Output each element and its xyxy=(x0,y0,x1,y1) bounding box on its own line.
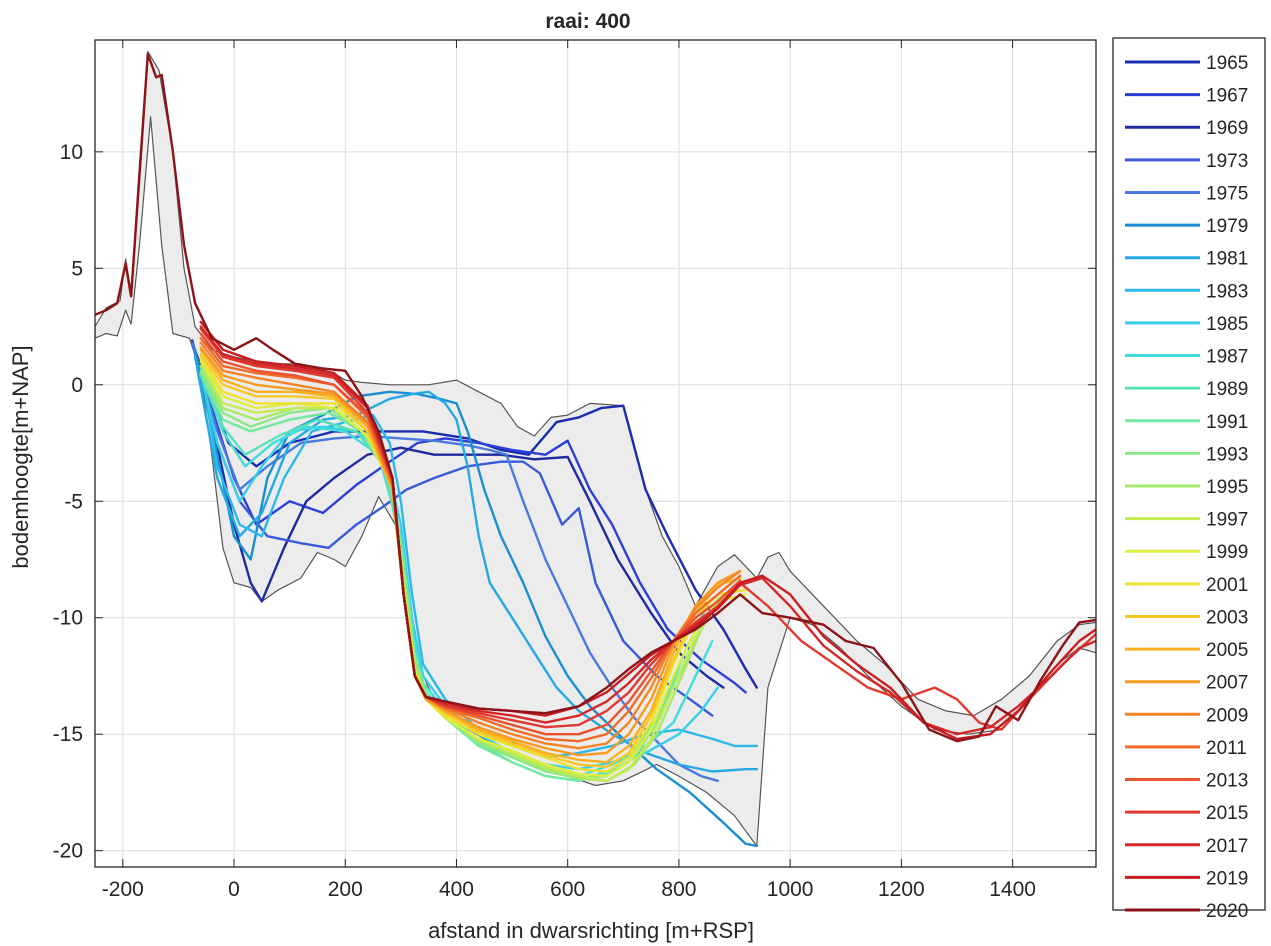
x-tick-label: -200 xyxy=(102,878,144,901)
legend-label-1997: 1997 xyxy=(1206,510,1248,531)
series-line-2007 xyxy=(199,346,742,757)
series-group xyxy=(95,50,1096,848)
y-tick-label: -5 xyxy=(64,490,83,513)
legend-label-1999: 1999 xyxy=(1206,542,1248,563)
legend-label-2005: 2005 xyxy=(1206,640,1248,661)
x-tick-label: 400 xyxy=(439,878,474,901)
legend-label-2007: 2007 xyxy=(1206,673,1248,694)
legend-label-1987: 1987 xyxy=(1206,347,1248,368)
x-tick-label: 1000 xyxy=(767,878,814,901)
y-tick-label: -15 xyxy=(53,723,83,746)
plot-frame xyxy=(94,39,1097,868)
legend-label-1989: 1989 xyxy=(1206,379,1248,400)
legend-label-2013: 2013 xyxy=(1206,771,1248,792)
series-line-1967 xyxy=(191,341,747,694)
legend-label-2011: 2011 xyxy=(1206,738,1247,759)
x-tick-label: 0 xyxy=(228,878,240,901)
series-line-2019 xyxy=(199,320,1096,741)
legend: 1965 1967 1969 1973 1975 1979 1981 1983 1985 1987… xyxy=(1112,37,1266,922)
legend-label-1969: 1969 xyxy=(1206,118,1248,139)
legend-label-1981: 1981 xyxy=(1206,249,1248,270)
legend-label-2009: 2009 xyxy=(1206,705,1248,726)
y-tick-label: 5 xyxy=(71,257,83,280)
x-tick-label: 1400 xyxy=(989,878,1036,901)
x-tick-label: 600 xyxy=(550,878,585,901)
y-tick-label: 0 xyxy=(71,374,83,397)
y-tick-label: -10 xyxy=(53,607,83,630)
envelope-area xyxy=(95,50,1096,847)
chart-title: raai: 400 xyxy=(545,10,630,33)
legend-label-1993: 1993 xyxy=(1206,444,1248,465)
legend-label-1991: 1991 xyxy=(1206,412,1248,433)
series-line-2003 xyxy=(199,353,742,768)
y-axis-label: bodemhoogte[m+NAP] xyxy=(8,345,33,568)
legend-label-1985: 1985 xyxy=(1206,314,1248,335)
legend-label-2003: 2003 xyxy=(1206,607,1248,628)
legend-box xyxy=(1112,37,1266,911)
series-line-1979 xyxy=(193,348,758,848)
legend-label-2020: 2020 xyxy=(1206,901,1248,922)
series-line-2020 xyxy=(95,52,1096,743)
legend-label-1983: 1983 xyxy=(1206,281,1248,302)
x-tick-label: 200 xyxy=(328,878,363,901)
legend-label-2019: 2019 xyxy=(1206,868,1248,889)
series-line-2009 xyxy=(199,341,742,750)
y-tick-label: 10 xyxy=(60,141,83,164)
plot-area: -200 0 200 400 600 800 1000 1200 1400 -20 -15 -10 -5… xyxy=(53,39,1097,901)
y-tick-label: -20 xyxy=(53,840,83,863)
legend-label-2015: 2015 xyxy=(1206,803,1248,824)
legend-label-1967: 1967 xyxy=(1206,86,1248,107)
legend-label-2017: 2017 xyxy=(1206,836,1248,857)
legend-label-1995: 1995 xyxy=(1206,477,1248,498)
series-line-1969 xyxy=(191,339,725,689)
legend-label-1975: 1975 xyxy=(1206,183,1248,204)
legend-label-1979: 1979 xyxy=(1206,216,1248,237)
legend-label-1965: 1965 xyxy=(1206,53,1248,74)
series-line-2001 xyxy=(199,355,747,773)
series-line-1999 xyxy=(199,358,747,778)
x-tick-label: 1200 xyxy=(878,878,925,901)
legend-label-1973: 1973 xyxy=(1206,151,1248,172)
x-axis-label: afstand in dwarsrichting [m+RSP] xyxy=(428,918,754,943)
x-tick-label: 800 xyxy=(661,878,696,901)
legend-label-2001: 2001 xyxy=(1206,575,1248,596)
